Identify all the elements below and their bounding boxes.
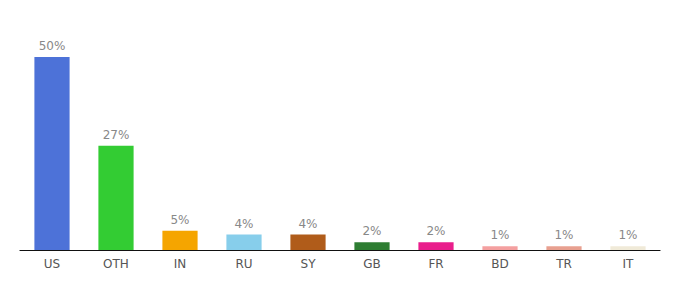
svg-text:1%: 1% <box>554 228 573 242</box>
svg-text:5%: 5% <box>170 213 189 227</box>
svg-text:IT: IT <box>623 257 635 271</box>
svg-text:50%: 50% <box>39 39 66 53</box>
svg-text:FR: FR <box>428 257 443 271</box>
svg-text:27%: 27% <box>103 128 130 142</box>
svg-text:SY: SY <box>301 257 317 271</box>
svg-text:1%: 1% <box>490 228 509 242</box>
svg-text:US: US <box>44 257 60 271</box>
svg-text:4%: 4% <box>234 217 253 231</box>
svg-text:TR: TR <box>555 257 572 271</box>
svg-text:GB: GB <box>363 257 381 271</box>
svg-text:2%: 2% <box>362 224 381 238</box>
svg-text:BD: BD <box>491 257 508 271</box>
svg-text:IN: IN <box>174 257 187 271</box>
svg-text:1%: 1% <box>618 228 637 242</box>
svg-text:4%: 4% <box>298 217 317 231</box>
svg-text:RU: RU <box>235 257 252 271</box>
svg-text:2%: 2% <box>426 224 445 238</box>
svg-text:OTH: OTH <box>103 257 129 271</box>
